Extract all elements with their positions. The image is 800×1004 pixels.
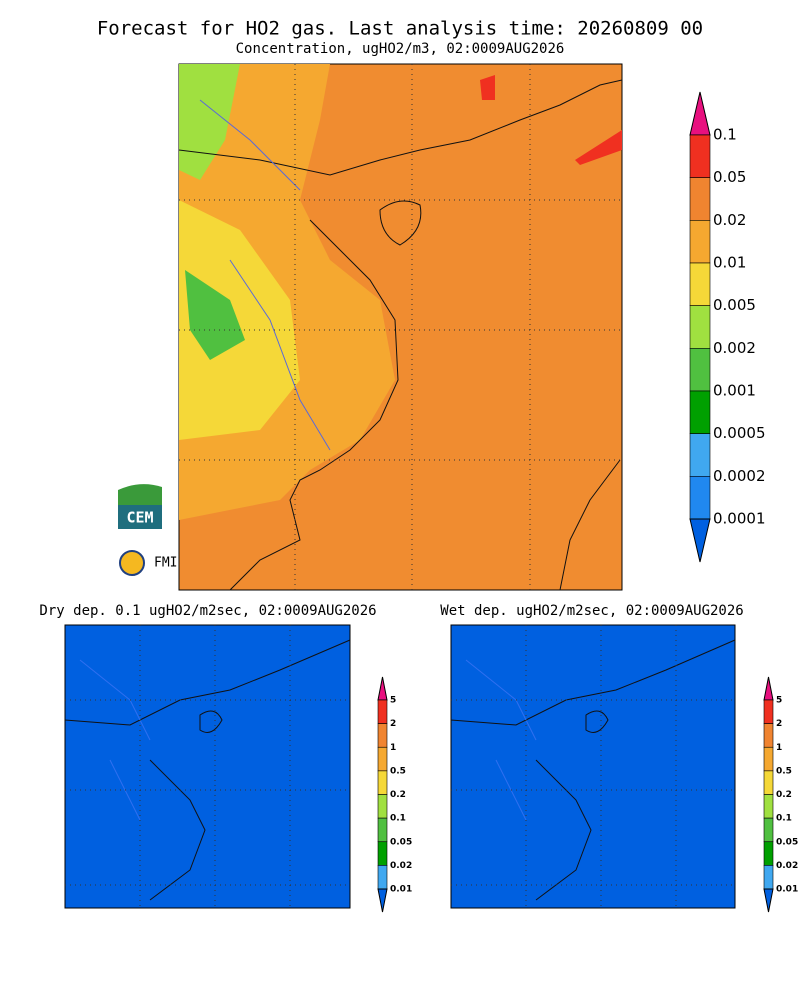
main-map bbox=[178, 63, 623, 591]
colorbar-band bbox=[377, 794, 388, 819]
cem-logo: CEM bbox=[118, 484, 162, 529]
colorbar-label: 1 bbox=[390, 743, 396, 753]
colorbar-label: 0.01 bbox=[776, 885, 798, 895]
colorbar-label: 0.0002 bbox=[713, 467, 766, 485]
panel-title: Wet dep. ugHO2/m2sec, 02:0009AUG2026 bbox=[440, 603, 743, 619]
colorbar-band bbox=[689, 220, 711, 264]
colorbar-band bbox=[763, 841, 774, 866]
colorbar-band bbox=[763, 865, 774, 890]
colorbar-band bbox=[763, 746, 774, 772]
colorbar-band bbox=[377, 699, 388, 724]
colorbar-top bbox=[763, 676, 774, 701]
colorbar-label: 0.005 bbox=[713, 296, 756, 314]
colorbar-label: 1 bbox=[776, 743, 782, 753]
colorbar-band bbox=[763, 817, 774, 843]
colorbar-bottom bbox=[689, 518, 711, 563]
colorbar-top bbox=[377, 676, 388, 701]
colorbar-band bbox=[377, 723, 388, 748]
colorbar-label: 2 bbox=[390, 719, 396, 729]
colorbar-label: 0.01 bbox=[390, 885, 412, 895]
wet-dep-panel: Wet dep. ugHO2/m2sec, 02:0009AUG2026 bbox=[440, 603, 744, 909]
colorbar-label: 0.02 bbox=[713, 211, 746, 229]
colorbar-label: 0.05 bbox=[390, 837, 412, 847]
colorbar-label: 0.5 bbox=[390, 766, 406, 776]
colorbar-label: 0.1 bbox=[776, 814, 792, 824]
colorbar-band bbox=[689, 134, 711, 178]
colorbar-band bbox=[689, 476, 711, 520]
fmi-logo: FMI bbox=[119, 550, 177, 576]
panel-title: Dry dep. 0.1 ugHO2/m2sec, 02:0009AUG2026 bbox=[39, 603, 376, 619]
colorbar-band bbox=[763, 794, 774, 819]
colorbar-band bbox=[377, 770, 388, 795]
fmi-text: FMI bbox=[154, 556, 177, 571]
colorbar-band bbox=[377, 841, 388, 866]
colorbar-label: 5 bbox=[390, 696, 396, 706]
colorbar-band bbox=[689, 390, 711, 434]
colorbar-top bbox=[689, 91, 711, 136]
colorbar-label: 2 bbox=[776, 719, 782, 729]
colorbar-label: 0.02 bbox=[776, 861, 798, 871]
colorbar-label: 0.2 bbox=[776, 790, 792, 800]
colorbar-label: 0.002 bbox=[713, 339, 756, 357]
colorbar-band bbox=[763, 723, 774, 748]
subtitle: Concentration, ugHO2/m3, 02:0009AUG2026 bbox=[236, 41, 565, 57]
dry-dep-panel: Dry dep. 0.1 ugHO2/m2sec, 02:0009AUG2026 bbox=[39, 603, 377, 909]
colorbar-band bbox=[689, 348, 711, 392]
colorbar-band bbox=[377, 865, 388, 890]
colorbar-band bbox=[689, 305, 711, 349]
colorbar-band bbox=[689, 262, 711, 306]
colorbar-label: 0.2 bbox=[390, 790, 406, 800]
colorbar-label: 5 bbox=[776, 696, 782, 706]
colorbar-label: 0.05 bbox=[776, 837, 798, 847]
colorbar-band bbox=[689, 433, 711, 477]
title: Forecast for HO2 gas. Last analysis time… bbox=[97, 18, 703, 40]
colorbar-band bbox=[689, 177, 711, 221]
colorbar-label: 0.0001 bbox=[713, 510, 766, 528]
colorbar-label: 0.1 bbox=[390, 814, 406, 824]
colorbar-bottom bbox=[763, 888, 774, 913]
colorbar-label: 0.1 bbox=[713, 126, 737, 144]
colorbar-bottom bbox=[377, 888, 388, 913]
colorbar-band bbox=[377, 817, 388, 843]
colorbar-label: 0.0005 bbox=[713, 424, 766, 442]
colorbar-label: 0.02 bbox=[390, 861, 412, 871]
colorbar-label: 0.01 bbox=[713, 254, 746, 272]
cem-text: CEM bbox=[126, 509, 153, 527]
colorbar-band bbox=[763, 699, 774, 724]
colorbar-label: 0.5 bbox=[776, 766, 792, 776]
colorbar-band bbox=[763, 770, 774, 795]
colorbar-label: 0.05 bbox=[713, 168, 746, 186]
colorbar-label: 0.001 bbox=[713, 382, 756, 400]
colorbar-band bbox=[377, 746, 388, 772]
